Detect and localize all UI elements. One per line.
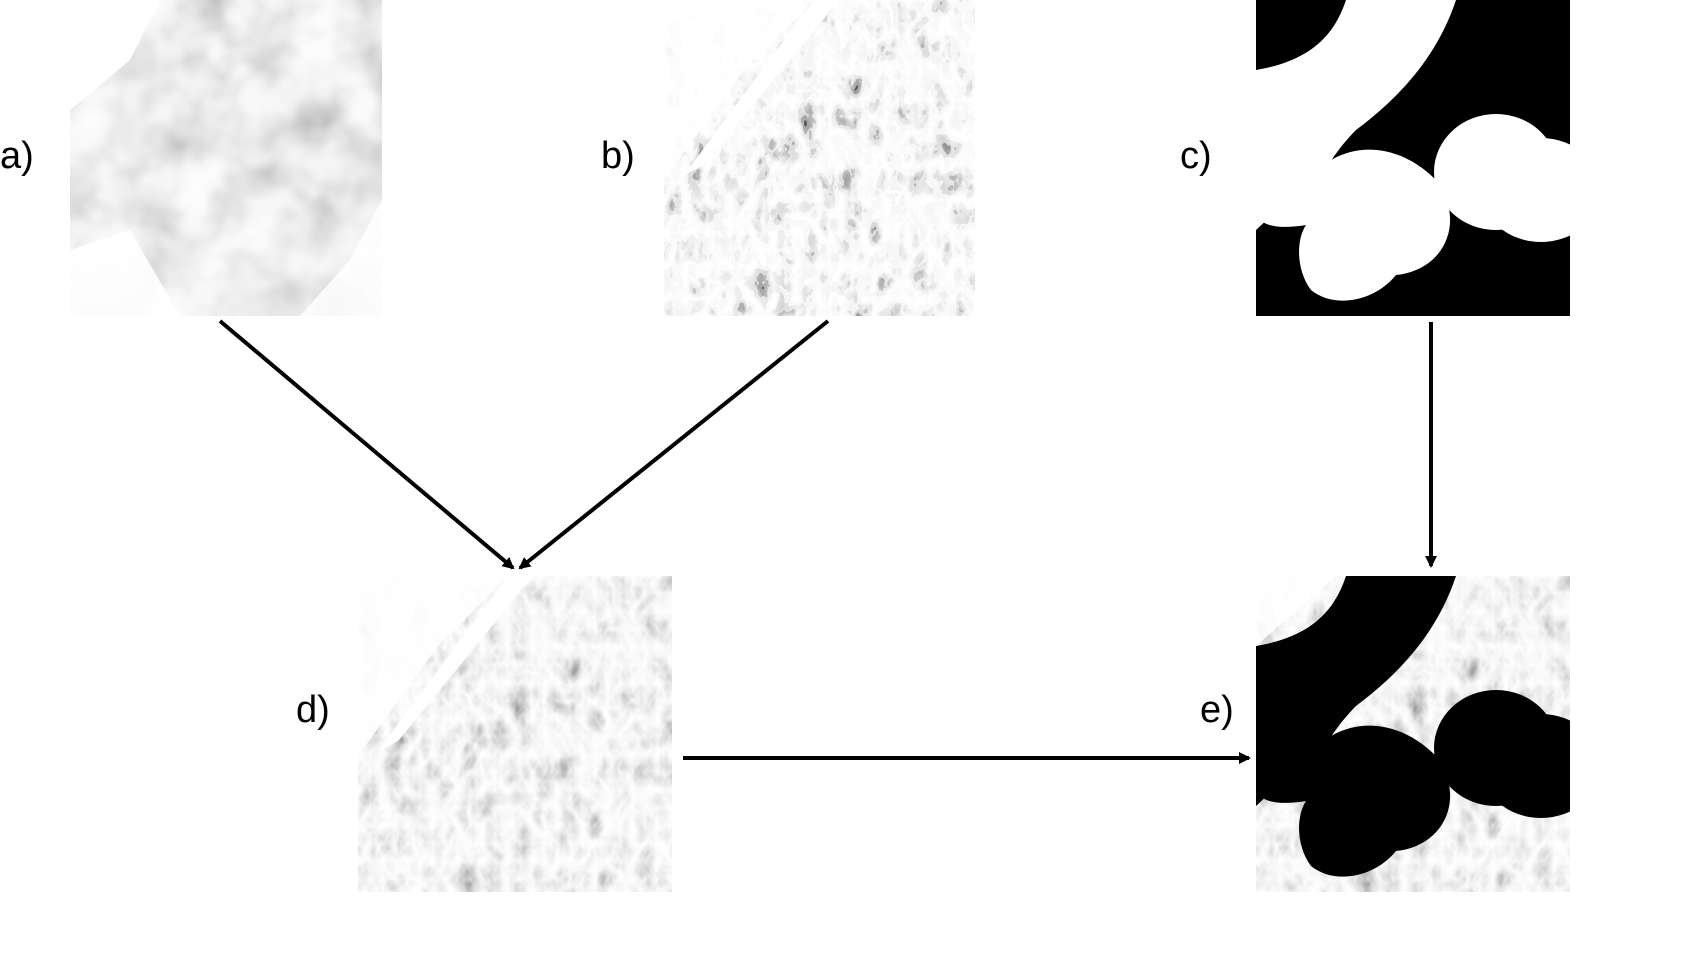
panel-label-b: b) [601, 135, 635, 177]
masked-result-image [1256, 576, 1570, 892]
panel-label-d: d) [296, 689, 330, 731]
elevation-image [70, 0, 382, 316]
panel-label-a: a) [0, 135, 34, 177]
panel-d: d) [296, 576, 672, 892]
arrow-b-to-d [518, 319, 830, 570]
mask-image [1256, 0, 1601, 316]
slope-image [664, 0, 975, 316]
panel-label-e: e) [1200, 689, 1234, 731]
panel-e: e) [1200, 576, 1570, 892]
panel-b: b) [601, 0, 975, 316]
arrow-a-to-d [218, 319, 515, 570]
panel-a: a) [0, 0, 382, 316]
combined-image [358, 576, 672, 892]
panel-label-c: c) [1180, 135, 1212, 177]
panel-c: c) [1180, 0, 1601, 316]
